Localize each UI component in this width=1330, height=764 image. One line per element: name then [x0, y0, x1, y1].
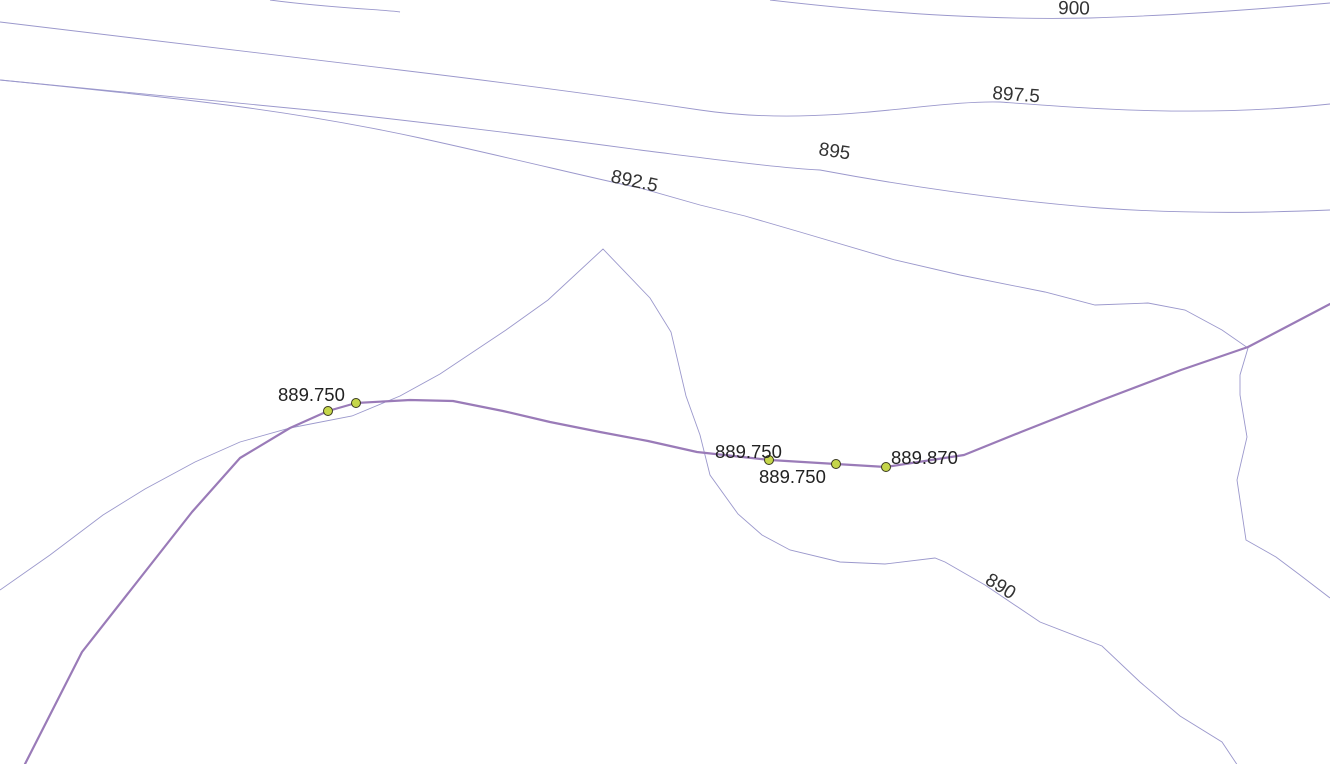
contour-label-892-5: 892.5: [609, 166, 660, 196]
road-vertex-point[interactable]: [764, 455, 774, 465]
elevation-label: 889.750: [715, 441, 782, 462]
contour-label-890: 890: [981, 569, 1019, 604]
contour-line-892-5: [0, 79, 1330, 599]
elevation-label: 889.750: [759, 466, 826, 487]
contour-label-900: 900: [1058, 0, 1090, 20]
elevation-label: 889.870: [891, 447, 958, 468]
road-vertex-point[interactable]: [323, 406, 333, 416]
road-line[interactable]: [23, 302, 1330, 764]
road-vertex-point[interactable]: [881, 462, 891, 472]
contour-label-897-5: 897.5: [992, 83, 1041, 107]
contour-line-897-5: [0, 21, 1330, 117]
contour-line-890: [0, 248, 1238, 764]
road-vertex-point[interactable]: [351, 398, 361, 408]
contour-line-895: [0, 79, 1330, 213]
elevation-label: 889.750: [278, 384, 345, 405]
contour-label-895: 895: [817, 139, 851, 164]
road-vertex-point[interactable]: [831, 459, 841, 469]
contour-line-900: [269, 0, 1330, 19]
